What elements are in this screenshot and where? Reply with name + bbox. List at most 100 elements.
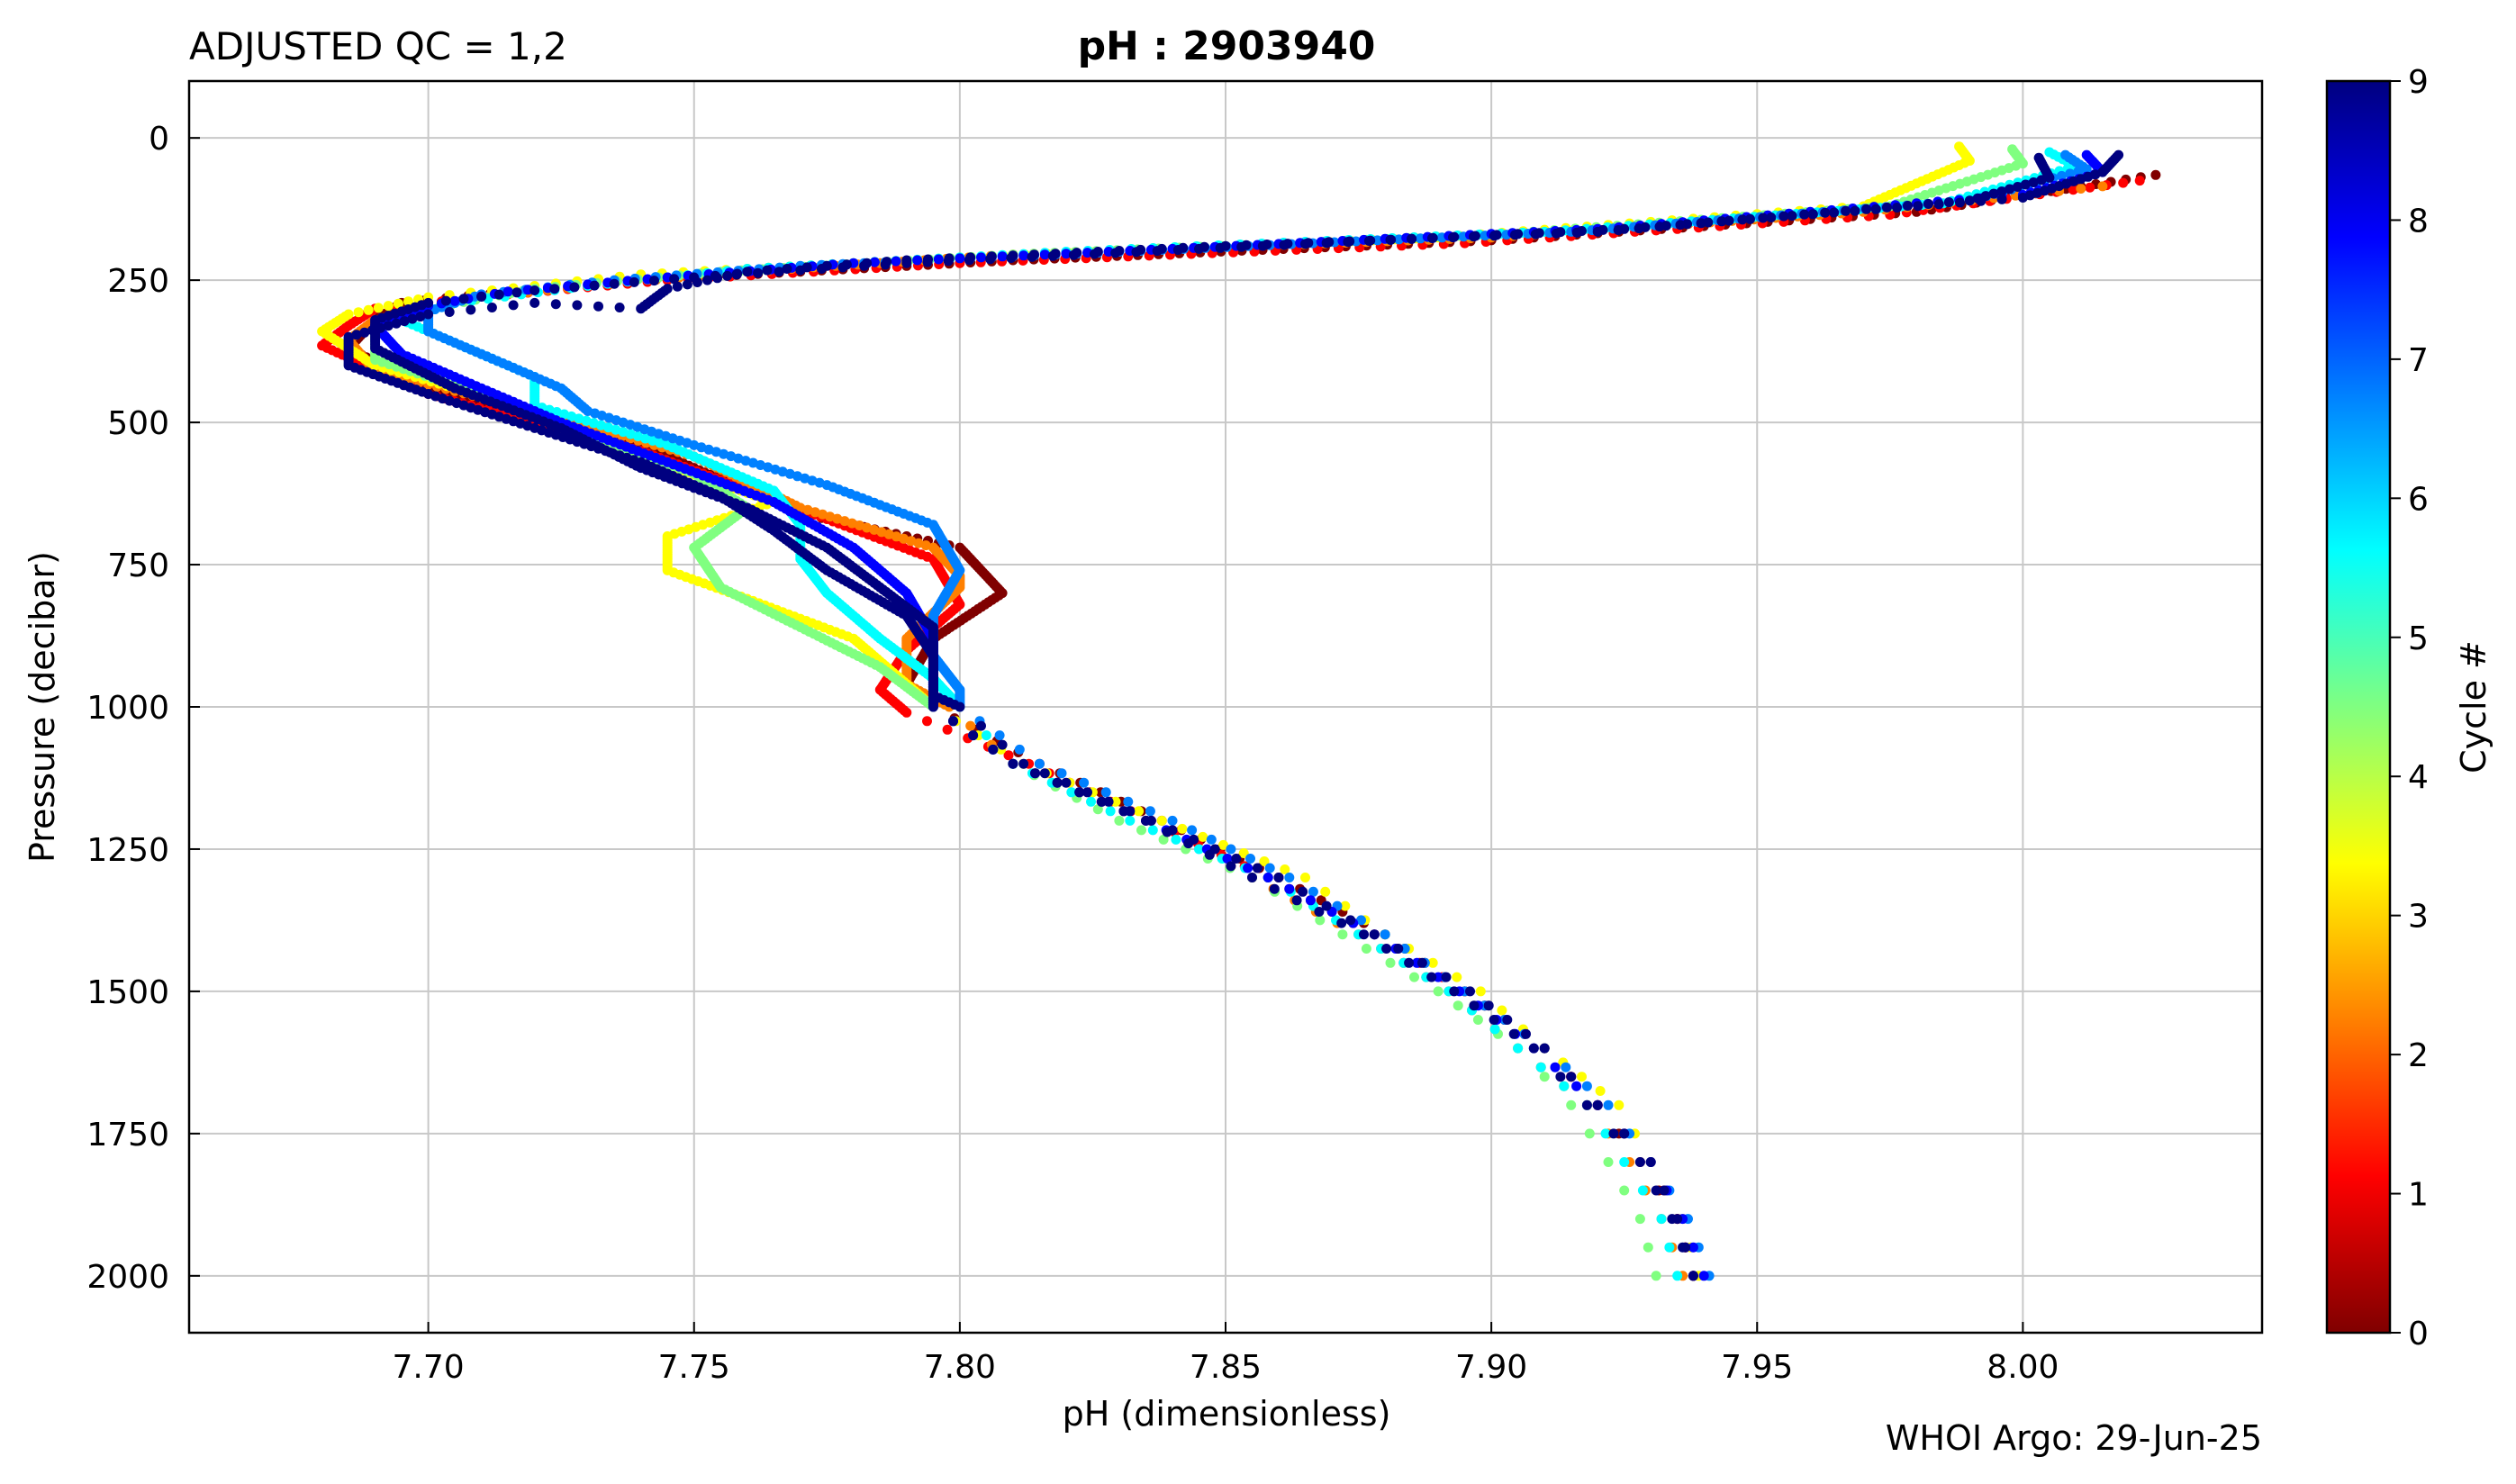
data-point [1052, 777, 1063, 788]
data-point [1178, 242, 1189, 253]
data-point [986, 251, 997, 262]
data-point [2097, 181, 2108, 192]
data-point [1577, 1072, 1587, 1082]
data-point [1603, 1099, 1614, 1110]
data-point [1321, 900, 1332, 911]
data-point [1114, 246, 1125, 256]
x-axis: 7.70 7.75 7.80 7.85 7.90 7.95 8.00 [393, 1322, 2059, 1386]
data-point [1972, 193, 1983, 204]
data-point [1262, 240, 1272, 249]
data-point [1243, 863, 1253, 873]
data-point [1356, 915, 1366, 926]
data-point [1134, 806, 1145, 817]
data-point [569, 282, 580, 293]
data-point [2085, 182, 2095, 193]
data-point [821, 260, 832, 271]
data-point [1489, 1024, 1500, 1035]
y-axis-label: Pressure (decibar) [23, 551, 62, 863]
data-point [393, 298, 403, 309]
data-point [486, 303, 497, 312]
data-point [2005, 184, 2015, 195]
data-point [1061, 777, 1072, 788]
data-point [997, 739, 1008, 750]
data-point [1361, 944, 1371, 954]
data-point [1634, 1157, 1645, 1167]
data-point [1110, 796, 1121, 807]
data-point [1980, 191, 1991, 202]
data-point [1672, 1214, 1683, 1225]
credit-text: WHOI Argo: 29-Jun-25 [1886, 1418, 2262, 1458]
data-point [1369, 929, 1380, 940]
data-point [732, 268, 743, 279]
data-point [1988, 188, 1999, 199]
data-point [901, 707, 912, 718]
data-point [1305, 895, 1316, 906]
data-point [1571, 227, 1582, 238]
data-point [2076, 184, 2086, 194]
data-point [1566, 1099, 1577, 1110]
data-point [1125, 815, 1136, 826]
data-point [1882, 202, 1892, 213]
x-tick-label: 7.70 [393, 1349, 465, 1386]
colorbar-label: Cycle # [2454, 640, 2493, 774]
data-point [1209, 844, 1220, 855]
data-point [458, 294, 469, 304]
data-point [1703, 217, 1714, 228]
data-point [1105, 806, 1116, 817]
y-tick-label: 250 [107, 263, 169, 300]
data-point [1008, 250, 1018, 261]
data-point [1745, 213, 1755, 224]
data-point [923, 254, 933, 265]
data-point [1509, 230, 1520, 240]
data-point [762, 265, 773, 276]
data-point [1634, 223, 1644, 234]
data-point [1654, 222, 1665, 232]
data-point [1996, 194, 2007, 204]
data-point [2028, 177, 2039, 187]
data-point [1263, 873, 1273, 882]
colorbar [2325, 79, 2392, 1335]
data-point [440, 295, 451, 306]
data-point [841, 259, 852, 270]
data-point [994, 730, 1005, 741]
data-point [1483, 1000, 1494, 1011]
data-point [1114, 815, 1125, 826]
data-point [1394, 234, 1404, 245]
data-point [869, 257, 880, 267]
data-point [1092, 804, 1103, 815]
data-point [1449, 986, 1460, 997]
data-point [1359, 929, 1369, 940]
data-point [1337, 929, 1348, 940]
colorbar-tick-label: 3 [2408, 899, 2429, 936]
data-point [1385, 957, 1396, 968]
data-point [1074, 787, 1085, 798]
data-point [1220, 240, 1231, 251]
data-point [928, 701, 938, 712]
data-point [1345, 915, 1356, 926]
data-point [2068, 185, 2078, 195]
data-point [2020, 179, 2031, 190]
data-point [1581, 1081, 1592, 1091]
data-point [2013, 182, 2023, 192]
y-tick-label: 1250 [86, 832, 169, 869]
data-point [1448, 232, 1458, 243]
data-point [572, 300, 583, 311]
data-point [1156, 815, 1167, 826]
data-point [1171, 834, 1181, 845]
data-point [363, 304, 374, 315]
x-tick-label: 7.95 [1721, 1349, 1793, 1386]
data-point [1539, 1043, 1550, 1054]
data-point [1320, 886, 1331, 897]
data-point [1066, 787, 1077, 798]
data-point [353, 307, 364, 318]
data-point [1222, 854, 1233, 864]
data-point [1409, 972, 1419, 982]
data-point [1903, 201, 1913, 211]
data-point [712, 273, 723, 284]
data-point [1489, 1015, 1499, 1025]
data-point [1082, 787, 1092, 798]
data-point [1315, 915, 1326, 926]
data-point [1427, 233, 1437, 243]
data-point [1039, 768, 1050, 779]
y-axis: 0 250 500 750 1000 1250 1500 1750 2000 [86, 121, 200, 1296]
